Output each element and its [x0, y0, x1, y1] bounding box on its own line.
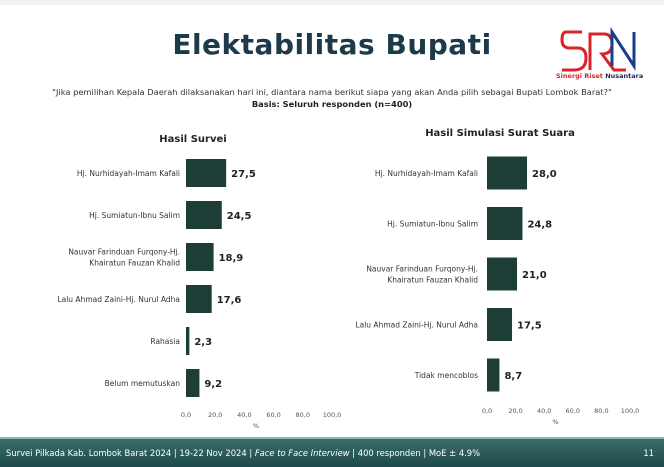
category-label: Rahasia: [150, 337, 180, 346]
category-label: Hj. Sumiatun-Ibnu Salim: [89, 211, 180, 220]
page-title: Elektabilitas Bupati: [172, 28, 492, 61]
bar: [487, 308, 513, 341]
bar: [487, 156, 528, 190]
data-label: 28,0: [532, 169, 557, 180]
category-label: Nauvar Farinduan Furqony-Hj.: [68, 248, 180, 257]
bar: [487, 207, 523, 240]
bar: [186, 243, 214, 271]
data-label: 24,8: [527, 220, 552, 231]
bar: [186, 369, 200, 397]
top-bar: [0, 0, 664, 5]
srn-logo: [560, 26, 636, 72]
category-label: Khairatun Fauzan Khalid: [387, 276, 478, 285]
x-axis-label: %: [552, 418, 558, 426]
x-tick-label: 40,0: [537, 407, 551, 415]
x-tick-label: 40,0: [237, 411, 251, 419]
data-label: 18,9: [219, 253, 244, 264]
category-label: Nauvar Farinduan Furqony-Hj.: [366, 265, 478, 274]
data-label: 17,6: [217, 295, 242, 306]
x-tick-label: 80,0: [594, 407, 608, 415]
category-label: Lalu Ahmad Zaini-Hj. Nurul Adha: [355, 321, 478, 330]
bar: [186, 285, 212, 313]
x-tick-label: 100,0: [621, 407, 640, 415]
x-tick-label: 0,0: [181, 411, 191, 419]
chart-title: Hasil Simulasi Surat Suara: [425, 128, 575, 139]
category-label: Hj. Nurhidayah-Imam Kafali: [375, 169, 478, 178]
bar: [186, 201, 222, 229]
data-label: 9,2: [204, 379, 222, 390]
charts: Hasil Survei 27,5 Hj. Nurhidayah-Imam Kafa…: [57, 128, 640, 430]
chart-title: Hasil Survei: [159, 134, 226, 145]
category-label: Hj. Sumiatun-Ibnu Salim: [387, 220, 478, 229]
x-tick-label: 60,0: [566, 407, 580, 415]
category-label: Hj. Nurhidayah-Imam Kafali: [77, 169, 180, 178]
data-label: 24,5: [227, 211, 252, 222]
x-tick-label: 20,0: [208, 411, 222, 419]
logo-text: Sinergi Riset Nusantara: [556, 72, 644, 80]
x-tick-label: 20,0: [508, 407, 522, 415]
x-tick-label: 100,0: [323, 411, 342, 419]
category-label: Tidak mencoblos: [414, 371, 478, 380]
data-label: 8,7: [504, 371, 522, 382]
x-tick-label: 0,0: [482, 407, 492, 415]
page-number: 11: [643, 448, 654, 458]
basis-text: Basis: Seluruh responden (n=400): [251, 99, 413, 109]
category-label: Lalu Ahmad Zaini-Hj. Nurul Adha: [57, 295, 180, 304]
x-axis-label: %: [253, 422, 259, 430]
footer: Survei Pilkada Kab. Lombok Barat 2024 | …: [0, 437, 664, 467]
bar: [186, 159, 227, 187]
bar: [487, 257, 518, 291]
x-tick-label: 60,0: [266, 411, 280, 419]
data-label: 21,0: [522, 270, 547, 281]
footer-text: Survei Pilkada Kab. Lombok Barat 2024 | …: [6, 448, 481, 458]
x-tick-label: 80,0: [296, 411, 310, 419]
data-label: 27,5: [231, 169, 256, 180]
data-label: 17,5: [517, 321, 542, 332]
survey-question: "Jika pemilihan Kepala Daerah dilaksanak…: [52, 87, 612, 97]
bar: [487, 358, 500, 392]
data-label: 2,3: [194, 337, 212, 348]
category-label: Belum memutuskan: [105, 379, 181, 388]
category-label: Khairatun Fauzan Khalid: [89, 259, 180, 268]
bar: [186, 327, 190, 355]
